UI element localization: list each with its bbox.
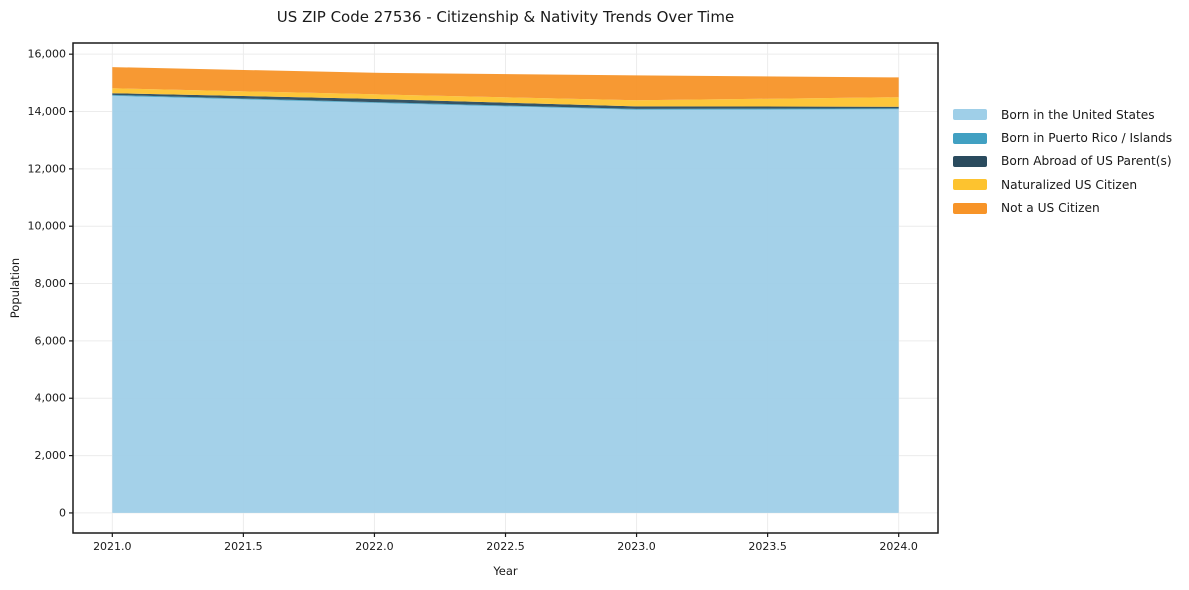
y-tick-label: 2,000	[35, 449, 67, 462]
axis-tick-labels: 0 2,000 4,000 6,000 8,000 10,000 12,000 14,000 1…	[28, 48, 918, 553]
y-axis-label: Population	[8, 257, 22, 319]
legend-item: Naturalized US Citizen	[953, 173, 1172, 196]
x-tick-label: 2023.5	[748, 540, 787, 553]
area-series	[112, 88, 899, 107]
legend-swatch	[953, 109, 987, 121]
y-tick-label: 4,000	[35, 392, 67, 405]
y-tick-label: 0	[59, 506, 66, 519]
legend-label: Born in the United States	[1001, 107, 1155, 122]
y-tick-label: 14,000	[28, 105, 67, 118]
chart-title: US ZIP Code 27536 - Citizenship & Nativi…	[276, 8, 735, 26]
x-tick-label: 2021.5	[224, 540, 263, 553]
legend-label: Born Abroad of US Parent(s)	[1001, 154, 1172, 169]
legend-swatch	[953, 155, 987, 167]
x-tick-label: 2023.0	[617, 540, 656, 553]
legend-swatch	[953, 179, 987, 191]
y-tick-label: 6,000	[35, 334, 67, 347]
y-tick-label: 12,000	[28, 162, 67, 175]
x-tick-label: 2022.0	[355, 540, 394, 553]
legend-label: Born in Puerto Rico / Islands	[1001, 131, 1173, 146]
legend-label: Not a US Citizen	[1001, 201, 1100, 216]
area-series	[112, 95, 899, 513]
y-tick-label: 16,000	[28, 48, 67, 61]
y-tick-label: 10,000	[28, 220, 67, 233]
legend: Born in the United States Born in Puerto …	[953, 103, 1172, 220]
legend-label: Naturalized US Citizen	[1001, 177, 1138, 192]
legend-item: Born Abroad of US Parent(s)	[953, 150, 1172, 173]
area-series	[112, 93, 899, 109]
x-tick-label: 2021.0	[93, 540, 132, 553]
legend-item: Born in Puerto Rico / Islands	[953, 126, 1172, 149]
legend-item: Born in the United States	[953, 103, 1172, 126]
legend-item: Not a US Citizen	[953, 197, 1172, 220]
x-tick-label: 2022.5	[486, 540, 525, 553]
x-axis-label: Year	[493, 564, 518, 578]
area-series	[112, 67, 899, 101]
x-tick-label: 2024.0	[879, 540, 918, 553]
legend-swatch	[953, 202, 987, 214]
stacked-areas	[112, 67, 899, 513]
axis-ticks	[69, 53, 900, 537]
y-tick-label: 8,000	[35, 277, 67, 290]
legend-swatch	[953, 132, 987, 144]
